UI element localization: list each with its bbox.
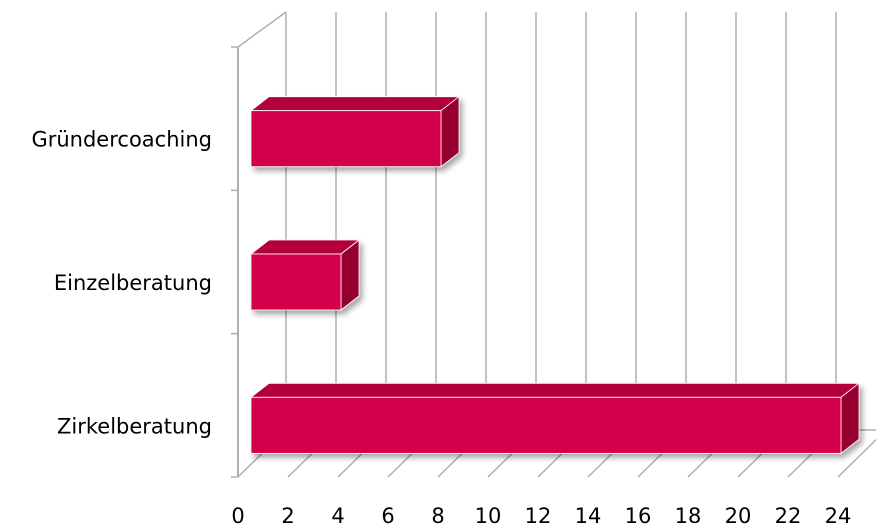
floor-gridline (837, 438, 876, 478)
bar-front-face (250, 396, 842, 454)
bar-front-face (250, 253, 342, 311)
bar-front-face (250, 110, 442, 168)
x-tick-label: 22 (775, 504, 802, 528)
category-label: Zirkelberatung (57, 414, 212, 438)
x-tick-label: 20 (725, 504, 752, 528)
axes (231, 11, 287, 478)
category-label: Gründercoaching (31, 128, 212, 152)
x-tick-label: 0 (231, 504, 244, 528)
category-label: Einzelberatung (54, 271, 212, 295)
bar-top-face (249, 96, 461, 112)
bar-top-face (249, 239, 361, 255)
x-tick-label: 18 (675, 504, 702, 528)
x-tick-label: 14 (575, 504, 602, 528)
x-tick-label: 24 (825, 504, 852, 528)
labels: 0 2 4 6 8 10 12 14 16 18 20 22 24GründercoachingEinz… (31, 128, 851, 528)
x-tick-label: 10 (475, 504, 502, 528)
x-tick-label: 16 (625, 504, 652, 528)
bars (249, 95, 861, 455)
bar (249, 239, 361, 311)
x-tick-label: 12 (525, 504, 552, 528)
x-tick-label: 6 (381, 504, 394, 528)
bar (249, 382, 861, 455)
x-tick-label: 2 (281, 504, 294, 528)
x-tick-label: 8 (431, 504, 444, 528)
bar-top-face (249, 382, 861, 398)
wall-top-edge (237, 11, 287, 48)
bar (249, 95, 461, 168)
x-tick-label: 4 (331, 504, 344, 528)
